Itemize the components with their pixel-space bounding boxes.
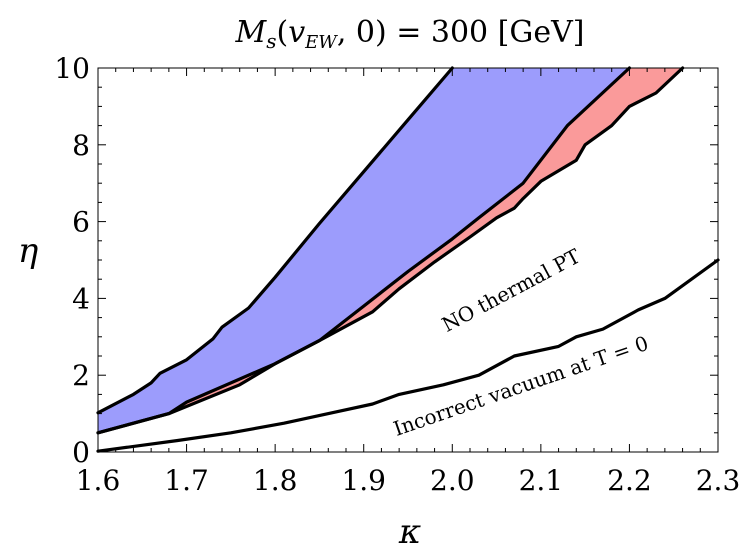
- regions-layer: [98, 68, 718, 433]
- y-tick-label: 10: [54, 52, 90, 85]
- x-tick-label: 2.1: [519, 464, 564, 497]
- y-tick-label: 4: [72, 282, 90, 315]
- series-line-3: [96, 66, 685, 435]
- y-tick-label: 2: [72, 359, 90, 392]
- x-tick-label: 1.6: [76, 464, 121, 497]
- series-layer: [96, 66, 720, 453]
- chart-title: Ms(vEW, 0) = 300 [GeV]: [235, 15, 585, 53]
- series-line-1: [96, 66, 454, 415]
- x-tick-label: 1.7: [164, 464, 209, 497]
- series-line-2: [96, 66, 632, 435]
- annotation-2: Incorrect vacuum at T = 0: [390, 331, 651, 441]
- x-tick-label: 2.0: [430, 464, 475, 497]
- series-line-4: [96, 258, 720, 453]
- tick-labels-layer: 1.6 1.7 1.8 1.9 2.0 2.1 2.2 2.3 0 2 4 6 8 10: [54, 52, 739, 497]
- region-1: [98, 68, 630, 433]
- x-axis-label: κ: [398, 512, 421, 552]
- x-tick-label: 2.2: [607, 464, 652, 497]
- y-axis-label: η: [18, 231, 39, 271]
- x-tick-label: 1.9: [341, 464, 386, 497]
- ticks-layer: [97, 67, 719, 453]
- x-tick-label: 2.3: [696, 464, 739, 497]
- y-tick-label: 6: [72, 206, 90, 239]
- y-tick-label: 0: [72, 436, 90, 469]
- annotation-1: NO thermal PT: [438, 243, 585, 336]
- x-tick-label: 1.8: [253, 464, 298, 497]
- y-tick-label: 8: [72, 129, 90, 162]
